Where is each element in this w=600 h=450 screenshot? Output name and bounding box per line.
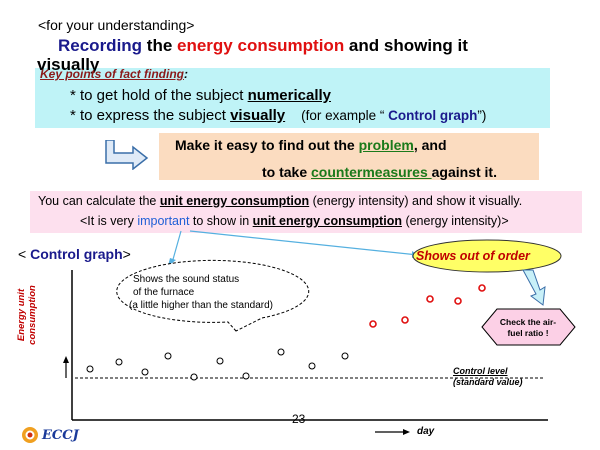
bullet1-emphasis: numerically [247,87,331,104]
out-of-order-label: Shows out of order [416,249,530,263]
eccj-logo-icon [22,427,38,443]
y-axis-label-line1: Energy unit [16,288,27,342]
title-the: the [142,36,178,55]
pointer-line-left [171,230,182,264]
unit-energy-line2: <It is very important to show in unit en… [80,214,509,228]
callout-line2: of the furnace [133,287,195,298]
title-energy-consumption: energy consumption [177,36,345,55]
x-axis-label: day [417,426,435,437]
bullet1-text: * to get hold of the subject [70,87,248,104]
data-point [141,368,149,376]
data-point [86,365,94,373]
abnormal-point [369,320,377,328]
bullet2-text: * to express the subject [70,107,231,124]
pointer-line-right [189,230,419,256]
make-easy-l2-post: against it. [431,164,497,180]
key-points-label: Key points of fact finding: [40,67,188,81]
control-graph-heading: < Control graph> [18,246,131,262]
make-easy-l1-pre: Make it easy to find out the [175,137,359,153]
check-line2: fuel ratio ! [507,328,549,338]
data-point [341,352,349,360]
data-point [242,372,250,380]
bullet-numerically: * to get hold of the subject numerically [70,87,331,104]
callout-line3: (a little higher than the standard) [129,300,273,311]
callout-bubble [116,259,310,332]
control-level-line2: (standard value) [453,377,523,387]
control-level-label: Control level (standard value) [453,366,523,388]
make-easy-l1-post: , and [413,137,447,153]
title-showing: and showing it [344,36,468,55]
unit-energy-box [30,191,582,233]
key-points-label-text: Key points of fact finding [40,67,184,81]
make-easy-box [159,133,539,180]
bullet-visually: * to express the subject visually (for ex… [70,107,486,124]
unit-energy-l1-em: unit energy consumption [159,194,310,208]
callout-line1: Shows the sound status [133,274,240,285]
unit-energy-l2-em: unit energy consumption [252,214,402,228]
key-points-box [35,68,550,128]
abnormal-point [454,297,462,305]
make-easy-countermeasures: countermeasures [311,164,432,180]
unit-energy-l2-pre: <It is very [80,214,138,228]
data-point [115,358,123,366]
unit-energy-l1-pre: You can calculate the [38,194,160,208]
y-direction-arrowhead [63,356,69,363]
bent-arrow-icon [105,140,149,170]
bullet2-note-post: ”) [477,108,487,123]
control-graph-title: Control graph [30,246,123,262]
bullet2-note-pre: (for example “ [301,108,389,123]
bullet2-emphasis: visually [230,107,286,124]
control-graph-close: > [122,246,131,262]
y-axis-label-line2: consumption [27,285,38,345]
data-point [164,352,172,360]
check-hexagon [481,308,576,346]
page-number: 23 [292,412,306,426]
out-of-order-callout [412,239,562,273]
unit-energy-l2-post: (energy intensity)> [401,214,509,228]
control-level-line1: Control level [453,366,508,376]
unit-energy-l1-post: (energy intensity) and show it visually. [309,194,523,208]
abnormal-points [369,284,486,328]
bullet2-note-em: Control graph [388,108,478,123]
y-axis-label: Energy unit consumption [16,280,86,350]
data-point [308,362,316,370]
x-direction-arrowhead [403,429,410,435]
eccj-logo-text: ECCJ [42,428,79,443]
make-easy-line1: Make it easy to find out the problem, an… [175,137,447,153]
check-air-fuel-text: Check the air-fuel ratio ! [488,317,568,339]
unit-energy-line1: You can calculate the unit energy consum… [38,194,522,208]
title-recording: Recording [58,36,143,55]
title-wrap-line: visually [37,55,100,74]
key-points-colon: : [184,67,188,81]
make-easy-l2-pre: to take [262,164,312,180]
abnormal-point [401,316,409,324]
unit-energy-important: important [137,214,190,228]
down-arrow-icon [522,269,546,306]
make-easy-line2: to take countermeasures against it. [262,164,497,180]
normal-points [86,348,349,381]
data-point [216,357,224,365]
check-line1: Check the air- [499,317,557,327]
data-point [190,373,198,381]
page-title: Recording the energy consumption and sho… [58,36,468,56]
control-graph-open: < [18,246,31,262]
make-easy-problem: problem [358,137,414,153]
intro-label: <for your understanding> [38,17,195,33]
unit-energy-l2-mid: to show in [189,214,253,228]
abnormal-point [426,295,434,303]
abnormal-point [478,284,486,292]
data-point [277,348,285,356]
